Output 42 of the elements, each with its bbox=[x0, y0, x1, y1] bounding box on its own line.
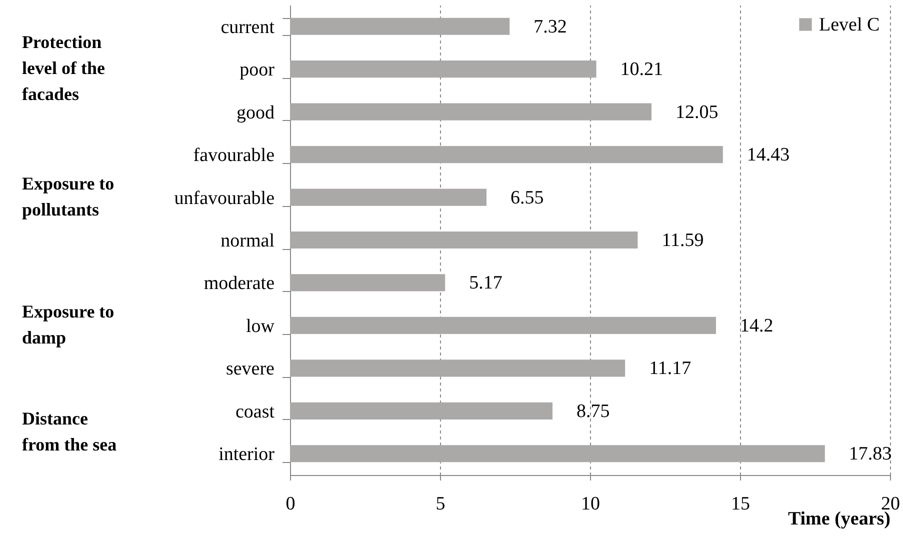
data-label: 14.2 bbox=[740, 315, 774, 336]
data-label: 8.75 bbox=[576, 400, 610, 422]
data-label: 5.17 bbox=[469, 272, 502, 294]
text: Protection level of the facades bbox=[22, 32, 105, 104]
data-label: 11.59 bbox=[662, 230, 704, 251]
bar bbox=[290, 18, 510, 35]
data-label: 12.05 bbox=[676, 102, 718, 123]
legend-label: Level C bbox=[819, 14, 880, 36]
y-tick-label: moderate bbox=[204, 273, 274, 294]
bar bbox=[290, 360, 626, 377]
y-tick-label: normal bbox=[220, 230, 274, 252]
y-tick-label: coast bbox=[235, 401, 276, 422]
data-label: 10.21 bbox=[620, 59, 664, 80]
bar bbox=[290, 316, 716, 334]
data-label: 14.43 bbox=[746, 144, 790, 166]
y-tick-label: interior bbox=[218, 444, 276, 466]
x-tick-label: 5 bbox=[436, 494, 446, 514]
bar bbox=[290, 402, 552, 420]
data-label: 11.17 bbox=[649, 358, 692, 380]
y-tick-label: severe bbox=[226, 358, 274, 380]
bar bbox=[290, 231, 638, 249]
x-tick-label: 10 bbox=[581, 494, 600, 514]
bar bbox=[290, 445, 825, 462]
text: Exposure to damp bbox=[22, 301, 114, 348]
bar bbox=[290, 146, 723, 164]
text: Exposure to pollutants bbox=[22, 173, 114, 220]
y-tick-label: good bbox=[236, 102, 275, 124]
bar bbox=[290, 103, 652, 120]
data-label: 17.83 bbox=[848, 444, 892, 465]
y-tick-label: low bbox=[246, 316, 275, 337]
y-tick-label: favourable bbox=[193, 145, 274, 166]
y-tick-label: poor bbox=[240, 60, 276, 81]
data-label: 6.55 bbox=[510, 187, 544, 208]
x-tick-label: 0 bbox=[286, 494, 296, 514]
bar bbox=[290, 60, 596, 78]
y-tick-label: current bbox=[220, 16, 276, 38]
x-tick-label: 15 bbox=[731, 494, 750, 514]
data-label: 7.32 bbox=[534, 16, 567, 38]
bar bbox=[290, 274, 446, 292]
bar bbox=[290, 188, 486, 206]
text: Distance from the sea bbox=[22, 408, 117, 454]
y-tick-label: unfavourable bbox=[174, 188, 274, 209]
